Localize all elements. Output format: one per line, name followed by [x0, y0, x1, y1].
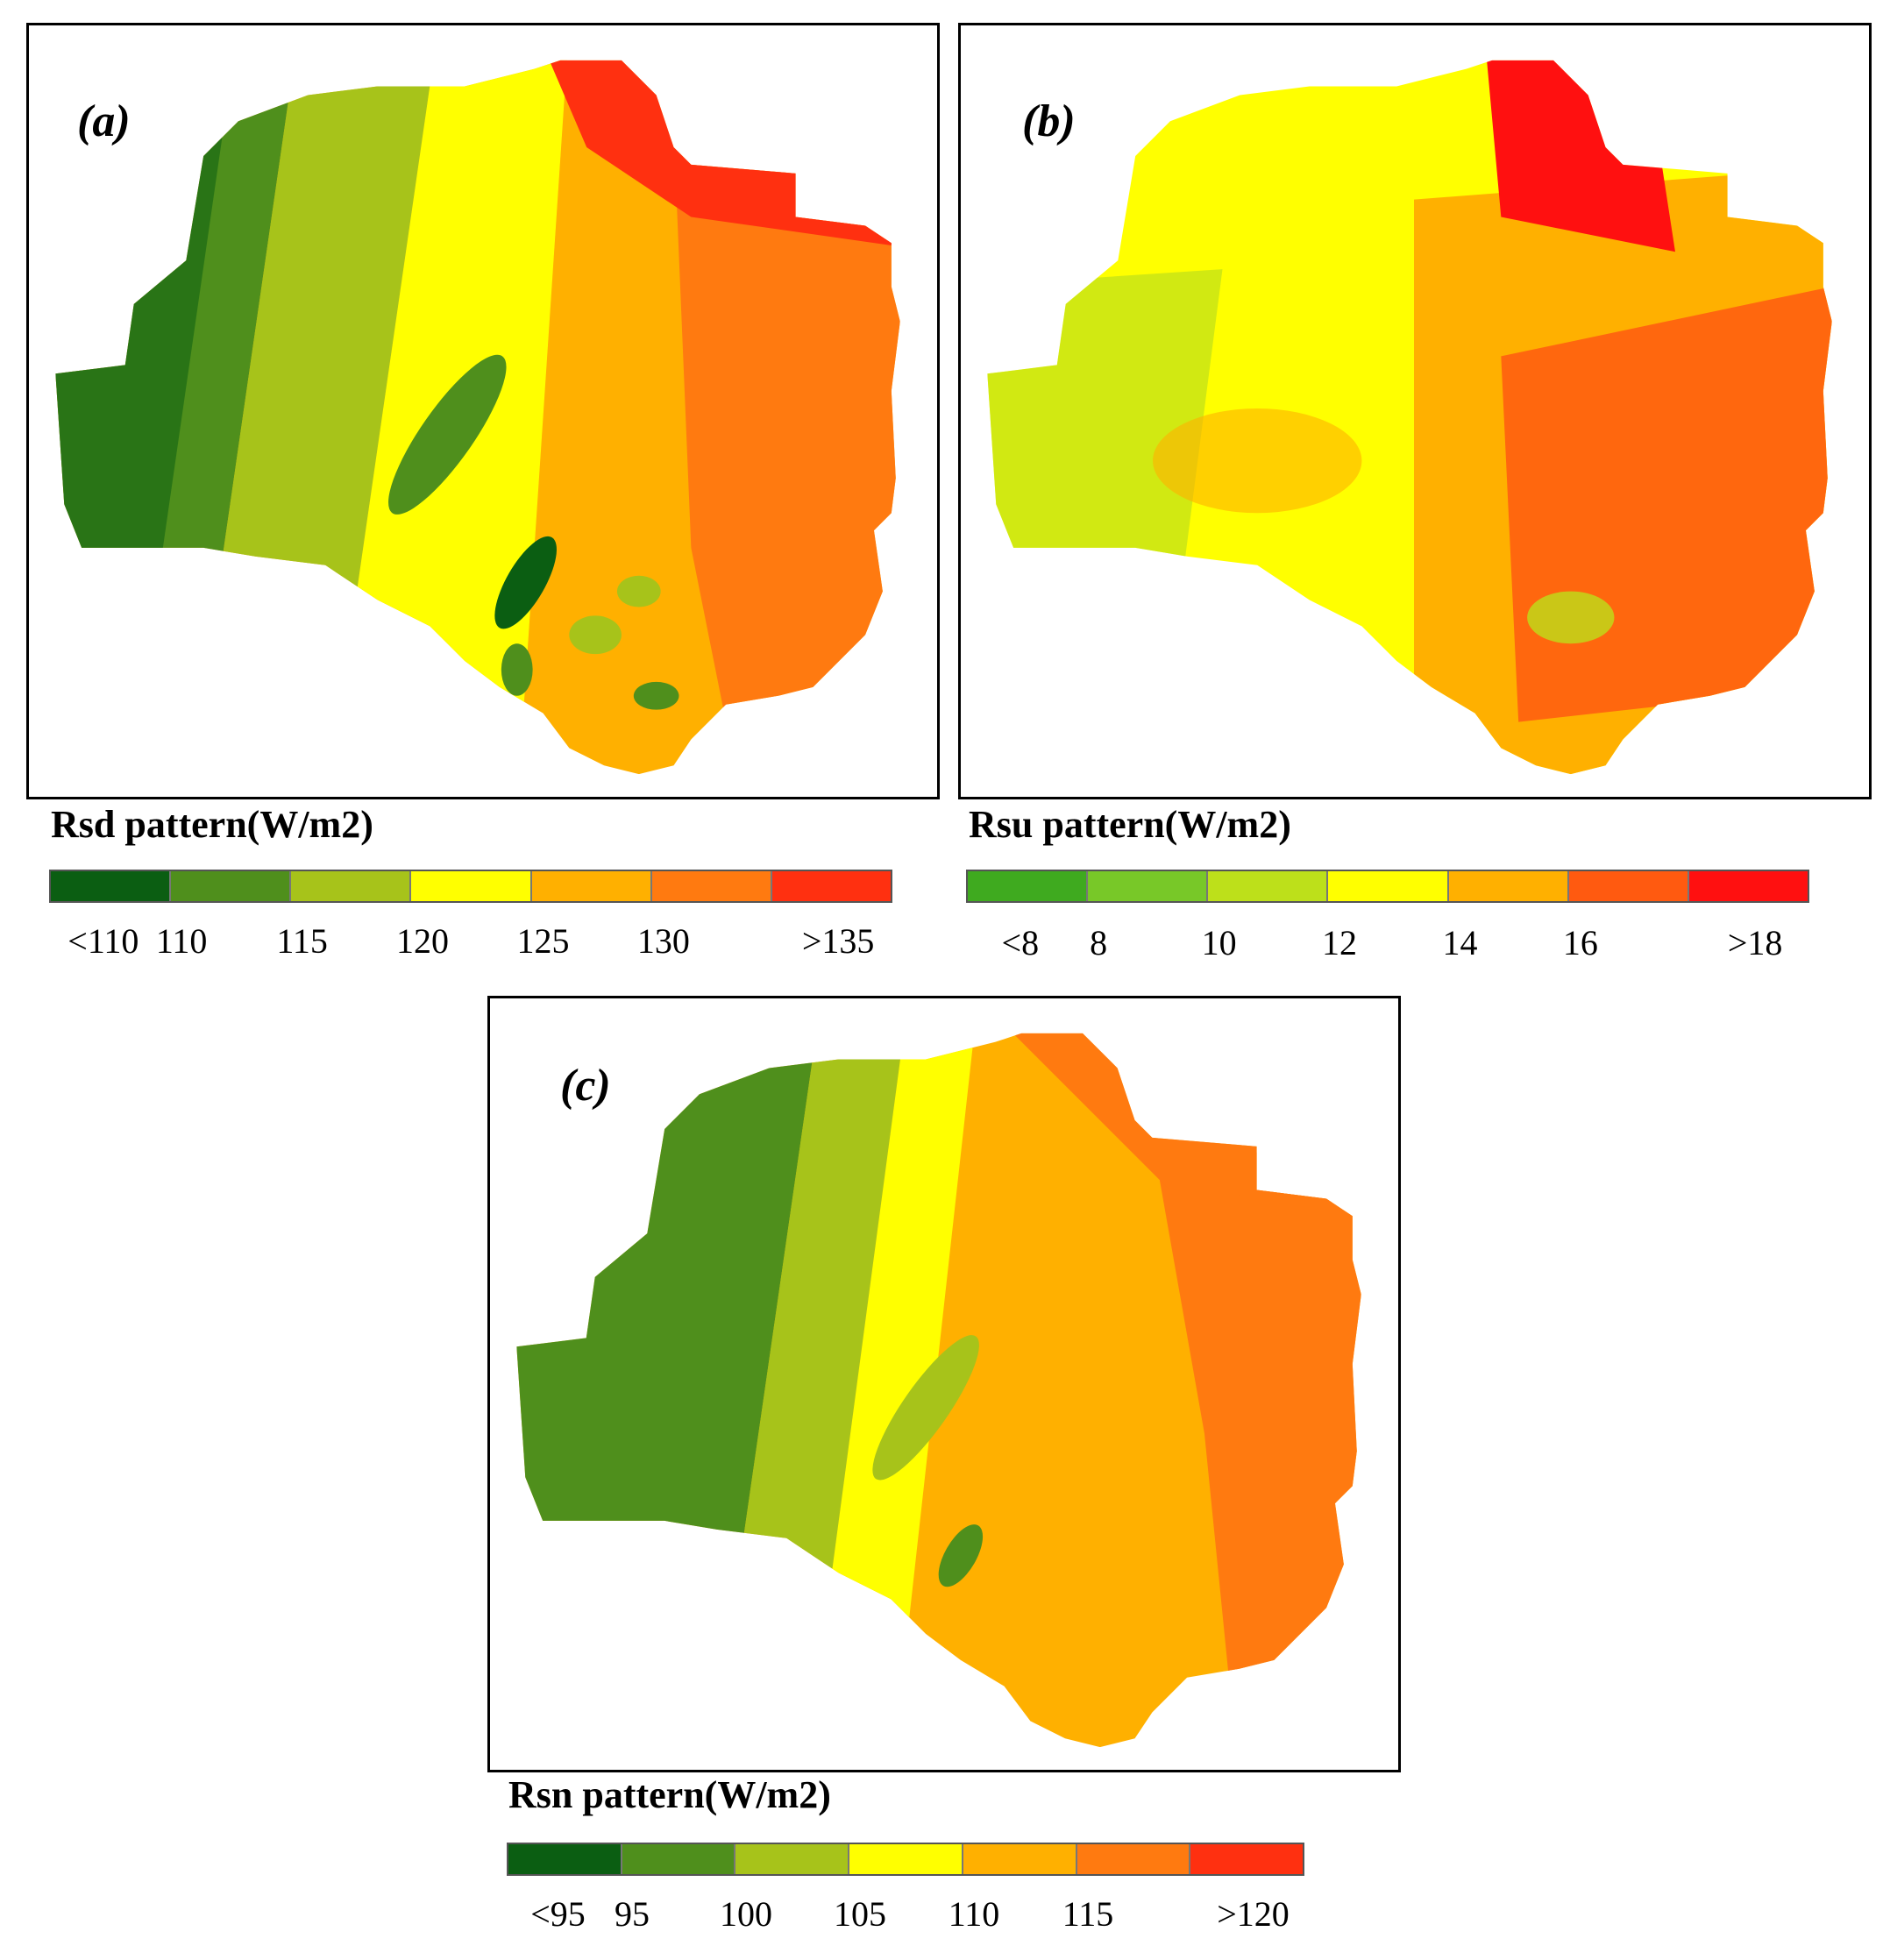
tick-label-b-0: <8 — [1001, 923, 1040, 962]
tick-label-c-5: 115 — [1062, 1894, 1114, 1934]
colorbar-c-swatch-3 — [849, 1844, 963, 1874]
colorbar-c-swatch-1 — [622, 1844, 736, 1874]
colorbar-c-swatch-4 — [963, 1844, 1077, 1874]
colorbar-a-swatch-1 — [171, 871, 292, 901]
map-a — [55, 60, 900, 775]
colorbar-b-swatch-6 — [1688, 871, 1808, 901]
map-b — [987, 60, 1832, 775]
tick-label-b-3: 12 — [1322, 923, 1358, 962]
panel-label-a: (a) — [77, 96, 131, 146]
colorbar-b-swatch-4 — [1448, 871, 1569, 901]
legend-title-c: Rsn pattern(W/m2) — [508, 1773, 831, 1816]
tick-label-c-1: 95 — [615, 1894, 650, 1934]
colorbar-a-swatch-0 — [51, 871, 172, 901]
colorbar-c-swatch-5 — [1076, 1844, 1191, 1874]
tick-label-b-5: 16 — [1562, 923, 1598, 962]
legend-title-a: Rsd pattern(W/m2) — [51, 803, 373, 846]
tick-label-b-6: >18 — [1727, 923, 1783, 962]
panel-label-c: (c) — [560, 1061, 611, 1111]
colorbar-a — [49, 870, 892, 903]
colorbar-b — [966, 870, 1809, 903]
tick-label-c-4: 110 — [948, 1894, 1000, 1934]
tick-label-a-3: 120 — [396, 921, 450, 961]
tick-label-a-1: 110 — [155, 921, 208, 961]
colorbar-c-swatch-0 — [508, 1844, 622, 1874]
colorbar-a-swatch-2 — [291, 871, 412, 901]
colorbar-a-swatch-6 — [771, 871, 891, 901]
colorbar-b-swatch-5 — [1568, 871, 1689, 901]
colorbar-c-swatch-2 — [735, 1844, 850, 1874]
tick-label-c-3: 105 — [834, 1894, 886, 1934]
tick-label-a-4: 125 — [516, 921, 570, 961]
map-c — [516, 1033, 1361, 1748]
colorbar-c — [507, 1843, 1304, 1876]
colorbar-b-swatch-0 — [968, 871, 1089, 901]
colorbar-b-swatch-1 — [1088, 871, 1209, 901]
colorbar-c-swatch-6 — [1190, 1844, 1304, 1874]
tick-label-b-2: 10 — [1201, 923, 1237, 962]
tick-label-a-0: <110 — [68, 921, 139, 961]
map-panel-c: (c) — [487, 996, 1401, 1772]
tick-label-a-2: 115 — [276, 921, 328, 961]
colorbar-a-swatch-4 — [531, 871, 652, 901]
legend-title-b: Rsu pattern(W/m2) — [969, 803, 1291, 846]
map-panel-b: (b) — [958, 23, 1872, 799]
colorbar-b-swatch-2 — [1208, 871, 1329, 901]
tick-label-a-5: 130 — [636, 921, 690, 961]
tick-label-b-4: 14 — [1442, 923, 1478, 962]
colorbar-b-swatch-3 — [1328, 871, 1449, 901]
tick-label-c-0: <95 — [530, 1894, 586, 1934]
panel-label-b: (b) — [1022, 96, 1076, 146]
map-panel-a: (a) — [26, 23, 940, 799]
colorbar-a-swatch-5 — [651, 871, 772, 901]
colorbar-a-swatch-3 — [411, 871, 532, 901]
tick-label-c-6: >120 — [1217, 1894, 1290, 1934]
tick-label-a-6: >135 — [801, 921, 875, 961]
tick-label-c-2: 100 — [720, 1894, 772, 1934]
tick-label-b-1: 8 — [1090, 923, 1108, 962]
